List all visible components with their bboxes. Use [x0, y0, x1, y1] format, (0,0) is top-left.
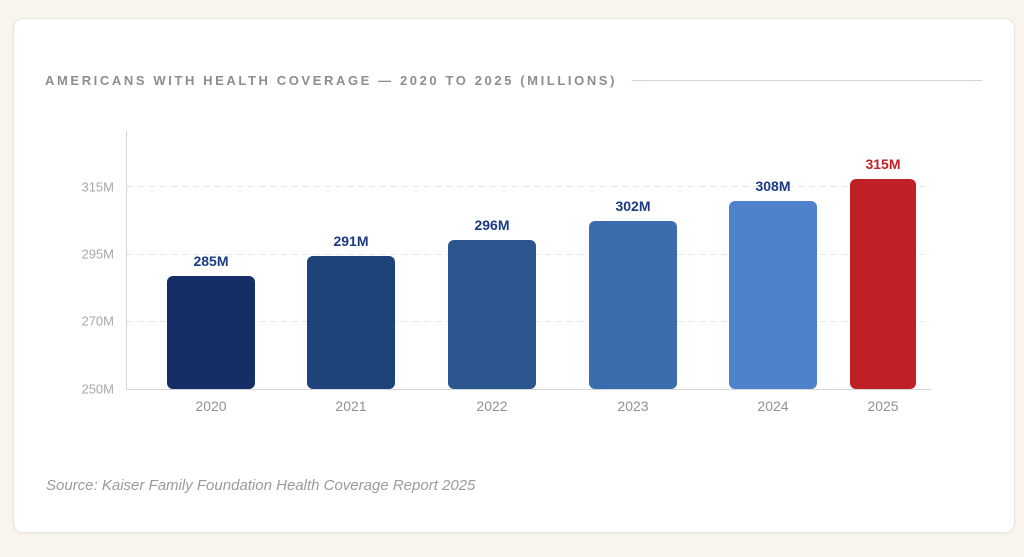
x-axis-label-2025: 2025 — [867, 398, 899, 414]
chart-title: AMERICANS WITH HEALTH COVERAGE — 2020 TO… — [45, 73, 618, 88]
x-axis-label-2024: 2024 — [757, 398, 789, 414]
bar-group-2023: 302M 2023 — [589, 130, 677, 414]
x-axis-label-2022: 2022 — [476, 398, 508, 414]
card-header: AMERICANS WITH HEALTH COVERAGE — 2020 TO… — [45, 73, 982, 88]
bar-value-label: 296M — [474, 217, 510, 233]
bar-value-label: 315M — [865, 156, 901, 172]
bar-group-2021: 291M 2021 — [307, 130, 395, 414]
y-axis-tick-270m: 270M — [81, 313, 114, 329]
title-divider-line — [632, 80, 982, 81]
bar-value-label: 308M — [755, 178, 791, 194]
bar-value-label: 291M — [333, 233, 369, 249]
source-citation: Source: Kaiser Family Foundation Health … — [46, 477, 476, 494]
y-axis-tick-250m: 250M — [81, 381, 114, 397]
x-axis-label-2023: 2023 — [617, 398, 649, 414]
bar-value-label: 302M — [615, 198, 651, 214]
bar-value-label: 285M — [193, 253, 229, 269]
bar-group-2025-highlighted: 315M 2025 — [850, 130, 916, 414]
bar-2023 — [589, 221, 677, 389]
x-axis-label-2021: 2021 — [335, 398, 367, 414]
y-axis-tick-295m: 295M — [81, 246, 114, 262]
bar-chart-plot-area: 315M 295M 270M 250M 285M 2020 291M 2021 … — [81, 130, 931, 414]
bar-group-2020: 285M 2020 — [167, 130, 255, 414]
bar-2024 — [729, 201, 817, 389]
bar-2025 — [850, 179, 916, 389]
x-axis-label-2020: 2020 — [195, 398, 227, 414]
bar-group-2022: 296M 2022 — [448, 130, 536, 414]
chart-card: AMERICANS WITH HEALTH COVERAGE — 2020 TO… — [13, 18, 1015, 533]
bar-2022 — [448, 240, 536, 389]
gridline-315m — [127, 186, 931, 187]
bar-2020 — [167, 276, 255, 389]
y-axis-tick-315m: 315M — [81, 179, 114, 195]
bar-2021 — [307, 256, 395, 389]
bar-group-2024: 308M 2024 — [729, 130, 817, 414]
